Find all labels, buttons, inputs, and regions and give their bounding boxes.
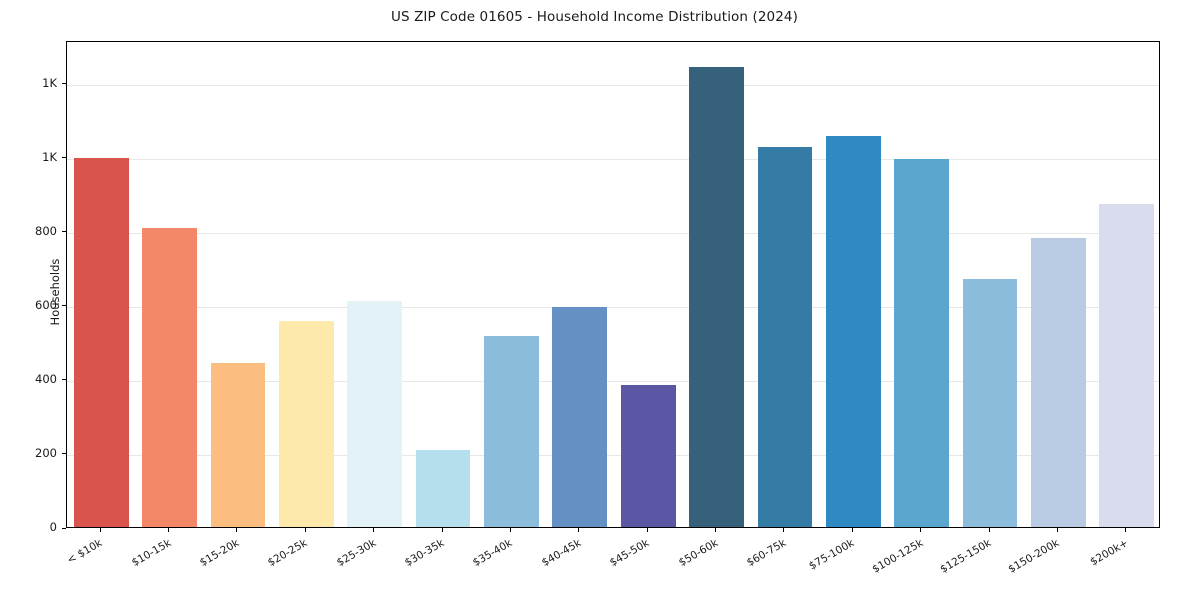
y-axis-tick-label: 1K bbox=[42, 75, 57, 90]
bar[interactable] bbox=[825, 135, 881, 527]
x-axis-tick-mark bbox=[99, 528, 101, 532]
plot-area bbox=[66, 41, 1160, 528]
bar[interactable] bbox=[757, 146, 813, 527]
bar[interactable] bbox=[552, 306, 608, 527]
bar[interactable] bbox=[278, 320, 334, 527]
y-axis-ticks: 0 200 400 600 800 1K 1K bbox=[0, 41, 66, 534]
chart-title: US ZIP Code 01605 - Household Income Dis… bbox=[391, 9, 798, 25]
bar[interactable] bbox=[210, 363, 266, 527]
bar[interactable] bbox=[415, 450, 471, 527]
chart-figure: US ZIP Code 01605 - Household Income Dis… bbox=[0, 9, 1189, 590]
bar[interactable] bbox=[73, 158, 129, 527]
y-axis-tick-mark bbox=[62, 157, 66, 159]
x-axis-tick-mark bbox=[1056, 528, 1058, 532]
x-axis-tick-mark bbox=[509, 528, 511, 532]
x-axis-tick-mark bbox=[1125, 528, 1127, 532]
x-axis-tick-mark bbox=[578, 528, 580, 532]
x-axis-tick-label: < $10k bbox=[65, 537, 105, 567]
bar[interactable] bbox=[894, 158, 950, 527]
bar[interactable] bbox=[1031, 237, 1086, 527]
y-axis-tick-mark bbox=[62, 305, 66, 307]
y-axis-tick-label: 0 bbox=[49, 520, 57, 534]
y-axis-tick-mark bbox=[62, 379, 66, 381]
x-axis-tick-mark bbox=[715, 528, 717, 532]
y-axis-tick-label: 200 bbox=[35, 445, 57, 460]
x-axis-tick-mark bbox=[441, 528, 443, 532]
x-axis-tick-mark bbox=[304, 528, 306, 532]
y-axis-tick-mark bbox=[62, 453, 66, 455]
bar[interactable] bbox=[142, 228, 197, 527]
bar[interactable] bbox=[620, 384, 676, 527]
x-axis-tick-mark bbox=[373, 528, 375, 532]
x-axis-ticks: < $10k $10-15k $15-20k $20-25k $25-30k $30-35… bbox=[0, 528, 1189, 590]
x-axis-tick-mark bbox=[988, 528, 990, 532]
y-axis-tick-label: 600 bbox=[35, 297, 57, 312]
bar-series bbox=[67, 42, 1159, 527]
x-axis-tick-mark bbox=[168, 528, 170, 532]
y-axis-tick-mark bbox=[62, 527, 66, 529]
bar[interactable] bbox=[347, 300, 403, 527]
x-axis-tick-mark bbox=[646, 528, 648, 532]
x-axis-tick-mark bbox=[783, 528, 785, 532]
x-axis-tick-mark bbox=[236, 528, 238, 532]
bar[interactable] bbox=[484, 336, 539, 527]
bar[interactable] bbox=[689, 67, 744, 527]
x-axis-tick-mark bbox=[851, 528, 853, 532]
bar[interactable] bbox=[962, 279, 1018, 527]
y-axis-tick-mark bbox=[62, 231, 66, 233]
y-axis-tick-label: 400 bbox=[35, 371, 57, 386]
y-axis-tick-label: 800 bbox=[35, 223, 57, 238]
bar[interactable] bbox=[1099, 203, 1155, 527]
y-axis-tick-mark bbox=[62, 83, 66, 85]
y-axis-tick-label: 1K bbox=[42, 149, 57, 164]
x-axis-tick-mark bbox=[920, 528, 922, 532]
